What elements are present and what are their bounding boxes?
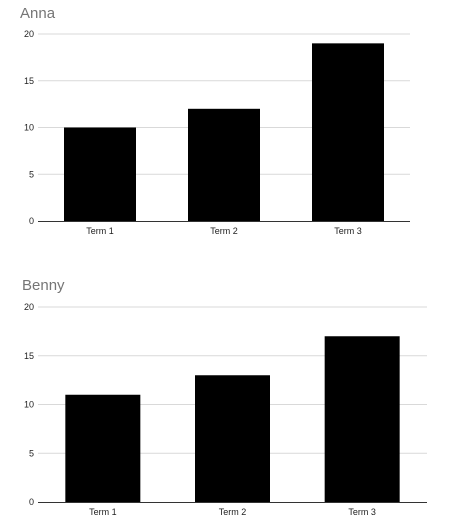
chart-benny: Benny 0 5 10 15 20 Term 1 Term 2 Term 3 <box>22 277 427 517</box>
bar <box>64 127 136 221</box>
chart-title: Anna <box>20 5 56 22</box>
y-tick-label: 15 <box>24 351 34 361</box>
bar <box>324 336 400 502</box>
x-tick-label: Term 3 <box>348 507 376 517</box>
bars <box>65 336 400 502</box>
y-tick-label: 10 <box>24 400 34 410</box>
bar <box>188 108 260 221</box>
bar <box>195 375 270 502</box>
y-tick-label: 15 <box>24 76 34 86</box>
y-tick-label: 20 <box>24 29 34 39</box>
x-tick-label: Term 3 <box>334 226 362 236</box>
bar <box>312 43 384 221</box>
y-axis-ticks: 0 5 10 15 20 <box>24 29 34 226</box>
x-tick-label: Term 1 <box>89 507 117 517</box>
x-axis-ticks: Term 1 Term 2 Term 3 <box>86 226 362 236</box>
x-axis-ticks: Term 1 Term 2 Term 3 <box>89 507 376 517</box>
chart-title: Benny <box>22 277 65 294</box>
bars <box>64 43 384 221</box>
bar <box>65 394 141 502</box>
y-tick-label: 10 <box>24 123 34 133</box>
y-tick-label: 0 <box>29 497 34 507</box>
x-tick-label: Term 2 <box>210 226 238 236</box>
y-tick-label: 20 <box>24 302 34 312</box>
y-tick-label: 0 <box>29 216 34 226</box>
y-tick-label: 5 <box>29 169 34 179</box>
y-axis-ticks: 0 5 10 15 20 <box>24 302 34 507</box>
x-tick-label: Term 1 <box>86 226 114 236</box>
chart-anna: Anna 0 5 10 15 20 Term 1 Term 2 Term 3 <box>20 5 410 236</box>
y-tick-label: 5 <box>29 448 34 458</box>
x-tick-label: Term 2 <box>219 507 247 517</box>
